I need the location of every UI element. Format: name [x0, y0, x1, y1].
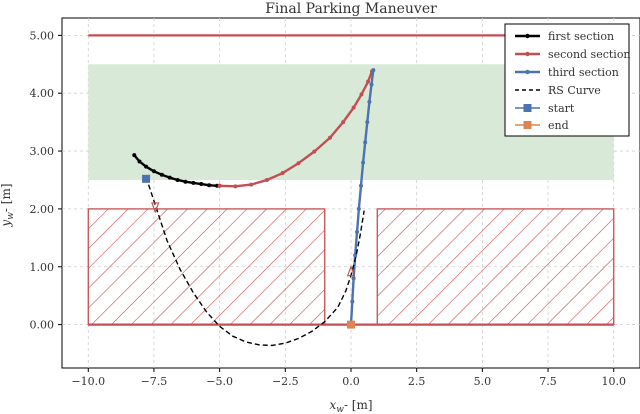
series-point — [159, 172, 164, 177]
series-point — [367, 99, 372, 104]
series-point — [296, 161, 301, 166]
series-line — [145, 176, 365, 347]
y-axis-label-group: yw- [m] — [0, 183, 16, 227]
legend-label-first-section: first section — [548, 30, 614, 43]
series-point — [358, 183, 363, 188]
y-tick-label: 3.00 — [30, 145, 55, 158]
arrow-layer — [151, 202, 356, 277]
obstacle-block — [87, 208, 326, 326]
obstacle-layer — [87, 208, 615, 326]
series-layer — [132, 68, 376, 347]
series-point — [264, 177, 269, 182]
series-point — [183, 179, 188, 184]
x-tick-label: −5.0 — [206, 375, 233, 388]
series-point — [350, 299, 355, 304]
series-point — [351, 276, 356, 281]
y-tick-label: 1.00 — [30, 261, 55, 274]
chart-title: Final Parking Maneuver — [265, 1, 437, 17]
y-ticks: 0.00 1.00 2.00 3.00 4.00 5.00 — [30, 29, 62, 332]
y-axis-label: yw- [m] — [0, 183, 16, 227]
y-tick-label: 0.00 — [30, 319, 55, 332]
series-point — [137, 159, 142, 164]
series-point — [175, 177, 180, 182]
series-point — [327, 135, 332, 140]
x-tick-label: −2.5 — [272, 375, 299, 388]
legend-frame — [504, 23, 630, 137]
legend-label-second-section: second section — [548, 48, 631, 61]
series-point — [312, 149, 317, 154]
legend-label-rs-curve: RS Curve — [548, 84, 601, 97]
x-tick-label: 7.5 — [539, 375, 557, 388]
direction-arrow — [151, 202, 160, 214]
series-point — [366, 79, 371, 84]
x-axis-label: xw- [m] — [329, 398, 372, 414]
x-tick-label: −7.5 — [141, 375, 168, 388]
legend-label-third-section: third section — [548, 66, 619, 79]
series-point — [249, 182, 254, 187]
series-point — [341, 120, 346, 125]
legend-label-start: start — [548, 102, 575, 115]
legend-label-end: end — [548, 119, 569, 132]
series-point — [353, 253, 358, 258]
y-tick-label: 5.00 — [30, 29, 55, 42]
series-point — [361, 160, 366, 165]
series-point — [191, 180, 196, 185]
series-point — [199, 182, 204, 187]
legend-marker-first-section — [525, 33, 530, 39]
series-point — [142, 174, 151, 183]
x-tick-label: 0.0 — [342, 375, 360, 388]
x-tick-label: 5.0 — [474, 375, 492, 388]
series-point — [347, 320, 355, 329]
series-point — [365, 120, 370, 125]
legend-marker-second-section — [525, 51, 530, 57]
series-point — [356, 206, 361, 211]
series-point — [359, 92, 364, 97]
series-point — [355, 230, 360, 235]
legend-marker-third-section — [525, 69, 530, 75]
series-point — [371, 68, 376, 73]
series-point — [167, 175, 172, 180]
series-point — [363, 140, 368, 145]
x-tick-label: −10.0 — [71, 375, 105, 388]
x-tick-label: 2.5 — [408, 375, 426, 388]
direction-arrow — [346, 265, 356, 277]
series-point — [207, 183, 212, 188]
series-point — [151, 169, 156, 174]
series-point — [280, 171, 285, 176]
legend: first section second section third secti… — [504, 23, 631, 137]
obstacle-block — [376, 208, 615, 326]
legend-marker-end — [523, 121, 532, 129]
y-tick-label: 4.00 — [30, 87, 55, 100]
x-ticks: −10.0 −7.5 −5.0 −2.5 0.0 2.5 5.0 7.5 10.0 — [71, 368, 626, 388]
series-point — [369, 82, 374, 87]
series-point — [144, 164, 149, 169]
legend-marker-start — [523, 104, 532, 112]
x-tick-label: 10.0 — [601, 375, 626, 388]
series-point — [217, 183, 222, 188]
y-tick-label: 2.00 — [30, 203, 55, 216]
series-point — [132, 153, 137, 158]
series-point — [351, 105, 356, 110]
series-point — [233, 184, 238, 189]
